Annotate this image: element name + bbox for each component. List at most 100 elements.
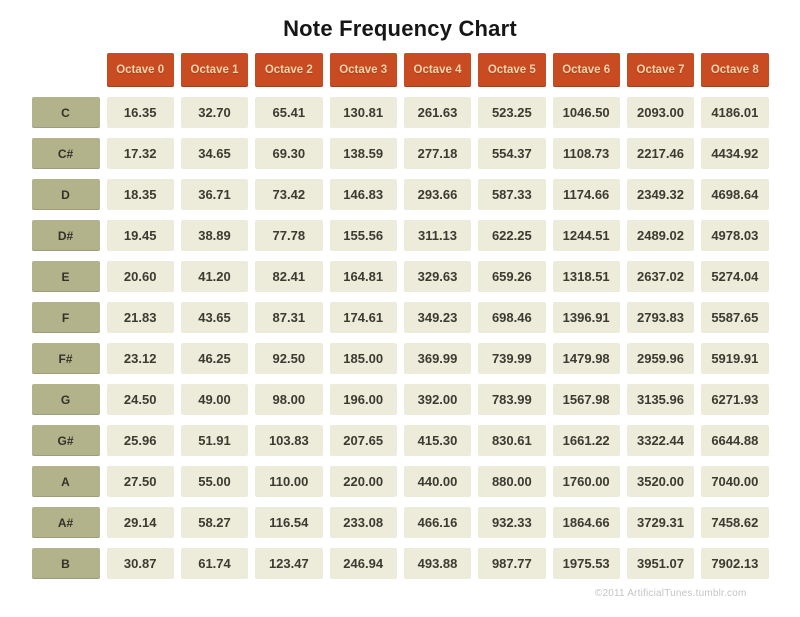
frequency-cell: 174.61 (329, 302, 397, 333)
frequency-cell: 261.63 (403, 97, 472, 128)
frequency-cell: 103.83 (255, 425, 323, 456)
frequency-cell: 17.32 (106, 138, 174, 169)
frequency-cell: 587.33 (478, 179, 546, 210)
frequency-cell: 466.16 (403, 507, 472, 538)
frequency-cell: 220.00 (329, 466, 397, 497)
frequency-cell: 1479.98 (552, 343, 620, 374)
frequency-cell: 1661.22 (552, 425, 620, 456)
frequency-cell: 5274.04 (701, 261, 769, 292)
frequency-cell: 21.83 (106, 302, 174, 333)
frequency-cell: 41.20 (180, 261, 249, 292)
frequency-cell: 155.56 (329, 220, 397, 251)
frequency-cell: 25.96 (106, 425, 174, 456)
frequency-cell: 830.61 (478, 425, 546, 456)
note-label: D (31, 179, 100, 210)
octave-header: Octave 6 (552, 53, 620, 87)
frequency-cell: 1396.91 (552, 302, 620, 333)
frequency-cell: 27.50 (106, 466, 174, 497)
frequency-cell: 4978.03 (701, 220, 769, 251)
frequency-cell: 65.41 (255, 97, 323, 128)
frequency-cell: 207.65 (329, 425, 397, 456)
table-corner-spacer (32, 53, 100, 87)
note-label: A (31, 466, 100, 497)
note-label: A# (31, 507, 100, 538)
frequency-cell: 246.94 (329, 548, 397, 579)
frequency-cell: 7040.00 (701, 466, 769, 497)
frequency-cell: 1174.66 (552, 179, 620, 210)
frequency-cell: 164.81 (329, 261, 397, 292)
frequency-cell: 1244.51 (552, 220, 620, 251)
frequency-cell: 116.54 (255, 507, 323, 538)
octave-header: Octave 4 (403, 53, 472, 87)
frequency-cell: 659.26 (478, 261, 546, 292)
frequency-cell: 23.12 (106, 343, 174, 374)
frequency-cell: 4698.64 (701, 179, 769, 210)
note-label: B (31, 548, 100, 579)
frequency-cell: 3520.00 (626, 466, 695, 497)
frequency-cell: 18.35 (106, 179, 174, 210)
octave-header: Octave 0 (106, 53, 174, 87)
frequency-cell: 440.00 (403, 466, 472, 497)
frequency-cell: 415.30 (403, 425, 472, 456)
note-label: E (31, 261, 100, 292)
frequency-cell: 1760.00 (552, 466, 620, 497)
frequency-cell: 2637.02 (626, 261, 695, 292)
frequency-cell: 19.45 (106, 220, 174, 251)
frequency-cell: 29.14 (106, 507, 174, 538)
frequency-cell: 51.91 (180, 425, 249, 456)
frequency-cell: 293.66 (403, 179, 472, 210)
frequency-cell: 146.83 (329, 179, 397, 210)
frequency-cell: 1975.53 (552, 548, 620, 579)
frequency-cell: 987.77 (478, 548, 546, 579)
frequency-cell: 61.74 (180, 548, 249, 579)
frequency-cell: 24.50 (106, 384, 174, 415)
frequency-cell: 6644.88 (701, 425, 769, 456)
frequency-cell: 329.63 (403, 261, 472, 292)
frequency-cell: 2349.32 (626, 179, 695, 210)
note-label: D# (31, 220, 100, 251)
frequency-cell: 77.78 (255, 220, 323, 251)
frequency-cell: 349.23 (403, 302, 472, 333)
frequency-cell: 622.25 (478, 220, 546, 251)
note-label: F# (31, 343, 100, 374)
frequency-cell: 69.30 (255, 138, 323, 169)
page-title: Note Frequency Chart (283, 16, 517, 41)
frequency-cell: 34.65 (180, 138, 249, 169)
frequency-cell: 2793.83 (626, 302, 695, 333)
octave-header: Octave 8 (701, 53, 769, 87)
frequency-cell: 87.31 (255, 302, 323, 333)
frequency-cell: 3322.44 (626, 425, 695, 456)
octave-header: Octave 5 (478, 53, 546, 87)
frequency-cell: 739.99 (478, 343, 546, 374)
frequency-cell: 130.81 (329, 97, 397, 128)
frequency-cell: 1567.98 (552, 384, 620, 415)
frequency-cell: 46.25 (180, 343, 249, 374)
frequency-cell: 2093.00 (626, 97, 695, 128)
note-label: G# (31, 425, 100, 456)
frequency-cell: 783.99 (478, 384, 546, 415)
octave-header: Octave 3 (329, 53, 397, 87)
frequency-cell: 523.25 (478, 97, 546, 128)
frequency-cell: 5919.91 (701, 343, 769, 374)
frequency-cell: 2489.02 (626, 220, 695, 251)
octave-header: Octave 2 (255, 53, 323, 87)
frequency-cell: 98.00 (255, 384, 323, 415)
frequency-cell: 554.37 (478, 138, 546, 169)
frequency-cell: 3951.07 (626, 548, 695, 579)
frequency-cell: 92.50 (255, 343, 323, 374)
frequency-cell: 1864.66 (552, 507, 620, 538)
frequency-cell: 123.47 (255, 548, 323, 579)
frequency-cell: 4186.01 (701, 97, 769, 128)
frequency-cell: 185.00 (329, 343, 397, 374)
frequency-cell: 5587.65 (701, 302, 769, 333)
frequency-cell: 3135.96 (626, 384, 695, 415)
frequency-cell: 55.00 (180, 466, 249, 497)
frequency-cell: 369.99 (403, 343, 472, 374)
frequency-cell: 1108.73 (552, 138, 620, 169)
frequency-cell: 233.08 (329, 507, 397, 538)
note-label: F (31, 302, 100, 333)
frequency-cell: 392.00 (403, 384, 472, 415)
frequency-cell: 82.41 (255, 261, 323, 292)
frequency-cell: 4434.92 (701, 138, 769, 169)
